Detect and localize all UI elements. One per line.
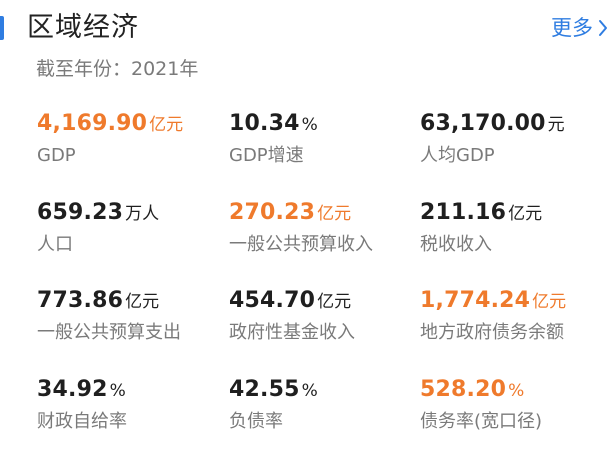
metric-number: 4,169.90 bbox=[37, 111, 148, 136]
metric-label: 负债率 bbox=[229, 411, 283, 432]
metric-item-tax-revenue: 211.16 亿元 税收收入 bbox=[420, 199, 605, 256]
metric-number: 773.86 bbox=[37, 288, 124, 313]
metric-unit: 亿元 bbox=[317, 204, 352, 224]
as-of-year-subtitle: 截至年份：2021年 bbox=[36, 58, 199, 80]
metric-label: GDP bbox=[37, 145, 76, 166]
section-title: 区域经济 bbox=[27, 12, 139, 43]
metric-value: 63,170.00 元 bbox=[420, 110, 605, 138]
metric-number: 1,774.24 bbox=[420, 288, 531, 313]
metric-item-population: 659.23 万人 人口 bbox=[37, 199, 222, 256]
metric-label: 一般公共预算支出 bbox=[37, 322, 181, 343]
metric-label: 地方政府债务余额 bbox=[420, 322, 564, 343]
metric-item-gdp-growth: 10.34 % GDP增速 bbox=[229, 110, 414, 167]
metric-item-debt-ratio: 42.55 % 负债率 bbox=[229, 376, 414, 433]
metric-label: 人均GDP bbox=[420, 145, 495, 166]
section-accent-bar bbox=[0, 16, 4, 40]
metric-unit: % bbox=[508, 381, 525, 401]
metric-item-government-fund-revenue: 454.70 亿元 政府性基金收入 bbox=[229, 287, 414, 344]
metric-number: 211.16 bbox=[420, 200, 507, 225]
metric-label: 人口 bbox=[37, 234, 73, 255]
metric-value: 270.23 亿元 bbox=[229, 199, 414, 227]
metric-value: 42.55 % bbox=[229, 376, 414, 404]
metric-value: 34.92 % bbox=[37, 376, 222, 404]
metric-item-gdp-per-capita: 63,170.00 元 人均GDP bbox=[420, 110, 605, 167]
metric-label: 债务率(宽口径) bbox=[420, 411, 543, 432]
metric-label: 一般公共预算收入 bbox=[229, 234, 373, 255]
metric-number: 528.20 bbox=[420, 377, 507, 402]
metric-number: 659.23 bbox=[37, 200, 124, 225]
chevron-right-icon bbox=[597, 18, 609, 38]
metric-item-fiscal-self-sufficiency-rate: 34.92 % 财政自给率 bbox=[37, 376, 222, 433]
metric-number: 63,170.00 bbox=[420, 111, 546, 136]
metric-number: 42.55 bbox=[229, 377, 300, 402]
metric-label: GDP增速 bbox=[229, 145, 304, 166]
metric-value: 4,169.90 亿元 bbox=[37, 110, 222, 138]
metric-unit: 元 bbox=[547, 115, 565, 135]
metric-label: 政府性基金收入 bbox=[229, 322, 355, 343]
metric-unit: 亿元 bbox=[508, 204, 543, 224]
metric-value: 211.16 亿元 bbox=[420, 199, 605, 227]
metric-item-local-government-debt-balance: 1,774.24 亿元 地方政府债务余额 bbox=[420, 287, 605, 344]
metric-unit: % bbox=[109, 381, 126, 401]
metric-value: 528.20 % bbox=[420, 376, 605, 404]
metric-unit: % bbox=[301, 381, 318, 401]
more-button[interactable]: 更多 bbox=[551, 15, 609, 41]
metric-unit: 万人 bbox=[125, 204, 160, 224]
metric-item-gdp: 4,169.90 亿元 GDP bbox=[37, 110, 222, 167]
metric-unit: % bbox=[301, 115, 318, 135]
metric-unit: 亿元 bbox=[317, 292, 352, 312]
metric-value: 10.34 % bbox=[229, 110, 414, 138]
metric-number: 34.92 bbox=[37, 377, 108, 402]
metric-number: 10.34 bbox=[229, 111, 300, 136]
metric-item-public-budget-expenditure: 773.86 亿元 一般公共预算支出 bbox=[37, 287, 222, 344]
metric-value: 1,774.24 亿元 bbox=[420, 287, 605, 315]
metric-number: 454.70 bbox=[229, 288, 316, 313]
metric-unit: 亿元 bbox=[149, 115, 184, 135]
metric-label: 财政自给率 bbox=[37, 411, 127, 432]
metric-value: 659.23 万人 bbox=[37, 199, 222, 227]
metric-item-public-budget-revenue: 270.23 亿元 一般公共预算收入 bbox=[229, 199, 414, 256]
metric-value: 773.86 亿元 bbox=[37, 287, 222, 315]
more-button-label: 更多 bbox=[551, 16, 593, 40]
metric-unit: 亿元 bbox=[532, 292, 567, 312]
metric-item-debt-rate-broad: 528.20 % 债务率(宽口径) bbox=[420, 376, 605, 433]
metric-label: 税收收入 bbox=[420, 234, 492, 255]
metric-unit: 亿元 bbox=[125, 292, 160, 312]
metric-number: 270.23 bbox=[229, 200, 316, 225]
metric-value: 454.70 亿元 bbox=[229, 287, 414, 315]
